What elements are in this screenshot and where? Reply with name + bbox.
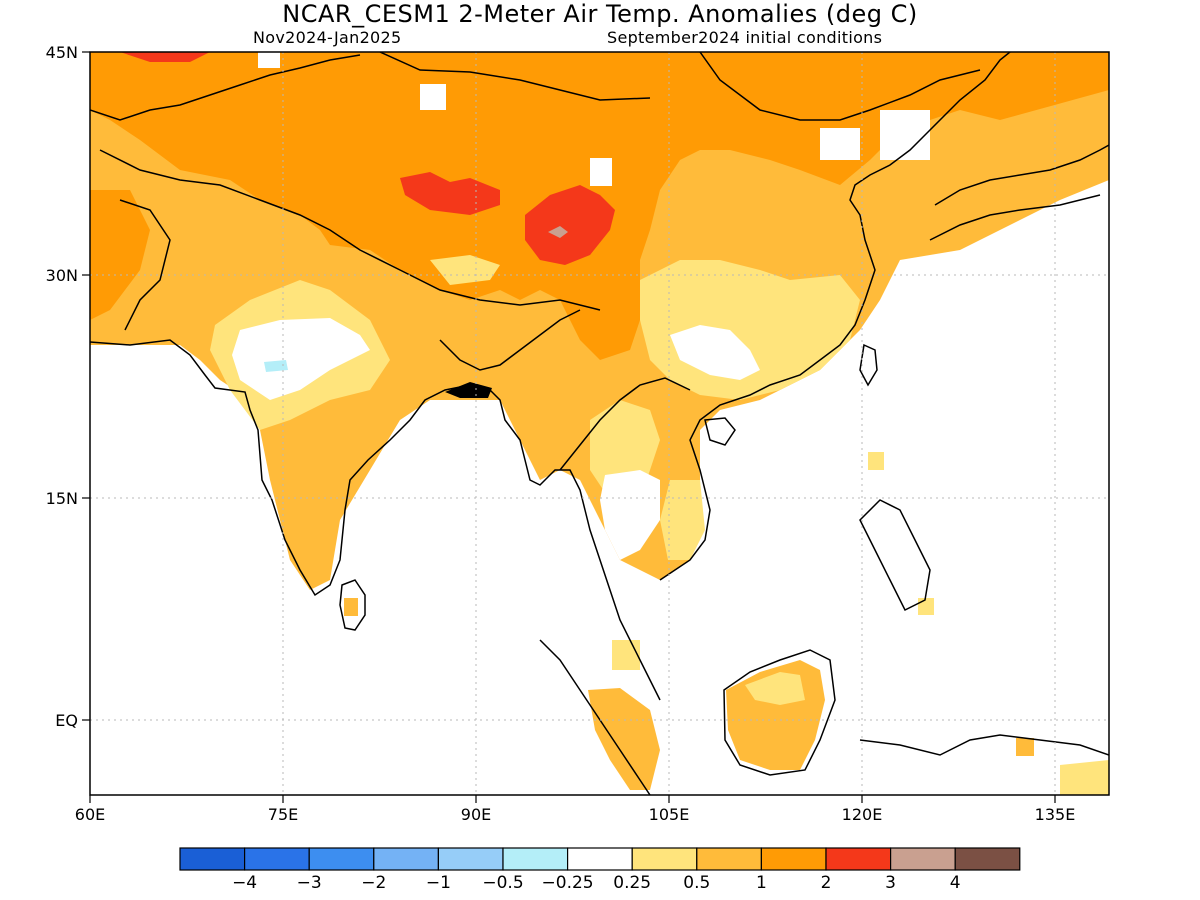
lon-label-75e: 75E: [268, 805, 298, 824]
colorbar-label: −3: [297, 873, 322, 893]
colorbar-label: 3: [885, 873, 896, 893]
colorbar-swatch: [825, 847, 892, 871]
colorbar-label: −2: [361, 873, 386, 893]
anomaly-region-0-5-to-1: [1016, 738, 1034, 756]
anomaly-region-2-to-3: [525, 185, 615, 265]
lon-label-120e: 120E: [842, 805, 883, 824]
anomaly-region-0-5-to-1: [588, 688, 660, 790]
colorbar-label: −0.25: [542, 873, 594, 893]
plot-frame: [89, 51, 1110, 796]
anomaly-region-near-zero: [258, 52, 280, 68]
anomaly-region-near-zero: [600, 470, 660, 560]
colorbar-label: −1: [426, 873, 451, 893]
anomaly-region-minus-0-25-to-minus-0-5: [264, 360, 288, 372]
bangladesh-delta: [445, 382, 492, 398]
anomaly-region-near-zero: [820, 128, 860, 160]
colorbar: −4 −3 −2 −1 −0.5 −0.25 0.25 0.5 1 2 3 4: [179, 847, 1021, 893]
anomaly-region-0-25-to-0-5: [612, 640, 640, 670]
colorbar-swatch: [760, 847, 827, 871]
colorbar-swatch: [696, 847, 762, 871]
anomaly-region-near-zero: [420, 84, 446, 110]
anomaly-region-near-zero: [670, 325, 760, 380]
lon-label-60e: 60E: [75, 805, 105, 824]
colorbar-swatch: [502, 847, 569, 871]
colorbar-label: 1: [756, 873, 767, 893]
lat-label-15n: 15N: [46, 489, 78, 508]
anomaly-region-near-zero: [232, 318, 370, 400]
colorbar-swatch: [954, 847, 1021, 871]
gridlines: [90, 52, 1109, 795]
lon-label-135e: 135E: [1035, 805, 1076, 824]
lat-label-eq: EQ: [55, 711, 78, 730]
lat-label-30n: 30N: [46, 266, 78, 285]
colorbar-swatch: [179, 847, 246, 871]
anomaly-region-0-25-to-0-5: [430, 255, 500, 285]
anomaly-region-0-25-to-0-5: [918, 598, 934, 615]
anomaly-fields: [90, 52, 1109, 795]
anomaly-region-near-zero: [590, 158, 612, 186]
anomaly-region-0-25-to-0-5: [660, 480, 705, 560]
colorbar-label: 2: [821, 873, 832, 893]
map-title: NCAR_CESM1 2-Meter Air Temp. Anomalies (…: [282, 0, 918, 28]
forecast-period: Nov2024-Jan2025: [253, 28, 402, 47]
anomaly-region-2-to-3: [120, 52, 210, 62]
lat-label-45n: 45N: [46, 43, 78, 62]
anomaly-region-1-to-2: [90, 190, 150, 320]
colorbar-swatch: [373, 847, 439, 871]
colorbar-swatch: [244, 847, 310, 871]
colorbar-label: 0.25: [613, 873, 651, 893]
colorbar-label: −0.5: [482, 873, 523, 893]
colorbar-swatch: [308, 847, 375, 871]
anomaly-region-2-to-3: [400, 172, 500, 215]
colorbar-swatch: [889, 847, 956, 871]
lon-label-90e: 90E: [461, 805, 491, 824]
anomaly-region-0-5-to-1: [344, 598, 358, 616]
lon-label-105e: 105E: [649, 805, 690, 824]
colorbar-swatch: [566, 847, 633, 871]
anomaly-region-0-25-to-0-5: [745, 672, 805, 705]
anomaly-region-3-to-4: [548, 226, 568, 238]
initial-conditions-label: September2024 initial conditions: [607, 28, 883, 47]
colorbar-swatch: [437, 847, 504, 871]
anomaly-region-0-25-to-0-5: [868, 452, 884, 470]
anomaly-region-near-zero: [880, 110, 930, 160]
colorbar-label: 4: [950, 873, 961, 893]
colorbar-label: 0.5: [683, 873, 710, 893]
colorbar-swatch: [631, 847, 698, 871]
colorbar-label: −4: [232, 873, 257, 893]
axis-ticks: [82, 51, 1056, 803]
anomaly-region-0-25-to-0-5: [1060, 760, 1109, 795]
